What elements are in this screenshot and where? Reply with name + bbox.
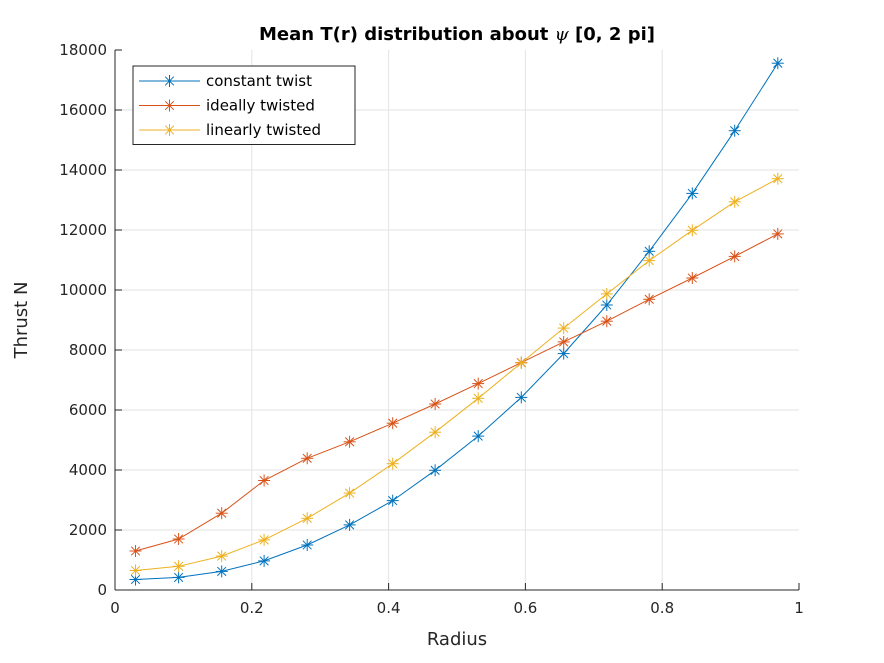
y-tick-label: 8000 — [69, 341, 107, 359]
data-point — [129, 564, 142, 577]
data-point — [172, 571, 185, 584]
legend-item: constant twist — [139, 72, 312, 90]
chart-title-symbol: ψ — [555, 24, 570, 45]
data-point — [643, 254, 656, 267]
data-point — [686, 187, 699, 200]
legend-label: constant twist — [206, 72, 312, 90]
data-point — [429, 464, 442, 477]
legend-swatch-marker — [163, 75, 176, 87]
legend-item: linearly twisted — [139, 121, 321, 139]
data-point — [515, 356, 528, 369]
data-point — [472, 430, 485, 443]
data-point — [472, 392, 485, 405]
data-point — [343, 518, 356, 531]
data-point — [771, 227, 784, 240]
data-point — [686, 272, 699, 284]
series-constant-twist — [129, 57, 784, 586]
y-tick-label: 18000 — [59, 41, 107, 59]
legend-swatch-marker — [163, 99, 176, 112]
x-tick-label: 0.4 — [377, 599, 401, 617]
data-point — [686, 224, 699, 237]
data-point — [172, 560, 185, 573]
legend-swatch-marker — [163, 124, 176, 136]
y-tick-label: 2000 — [69, 521, 107, 539]
chart-title-suffix: [0, 2 pi] — [569, 24, 655, 45]
x-tick-label: 1 — [794, 599, 804, 617]
data-point — [472, 377, 485, 390]
tick-labels: 0 0.2 0.4 0.6 0.8 1 0 2000 4000 6000 8000 10000 1200… — [59, 41, 803, 617]
data-point — [557, 347, 570, 360]
y-tick-label: 16000 — [59, 101, 107, 119]
data-point — [258, 474, 271, 487]
data-point — [728, 250, 741, 263]
data-point — [600, 299, 613, 311]
data-point — [129, 545, 142, 557]
data-point — [771, 172, 784, 185]
y-tick-label: 4000 — [69, 461, 107, 479]
data-point — [301, 452, 314, 465]
data-point — [643, 293, 656, 306]
data-point — [728, 195, 741, 208]
data-point — [301, 539, 314, 551]
legend: constant twist ideally twisted linearly tw… — [132, 65, 356, 145]
series-layer — [129, 57, 784, 586]
series-line — [135, 178, 779, 571]
y-tick-label: 0 — [97, 581, 107, 599]
data-point — [386, 417, 399, 430]
data-point — [215, 565, 228, 578]
x-tick-label: 0.6 — [513, 599, 537, 617]
chart-title: Mean T(r) distribution about ψ [0, 2 pi] — [259, 24, 655, 45]
y-tick-label: 14000 — [59, 161, 107, 179]
x-axis-label: Radius — [427, 629, 487, 650]
data-point — [301, 512, 314, 525]
y-axis-label: Thrust N — [11, 282, 32, 360]
data-point — [515, 391, 528, 404]
chart-title-prefix: Mean T(r) distribution about — [259, 24, 555, 45]
y-tick-label: 10000 — [59, 281, 107, 299]
data-point — [429, 398, 442, 410]
data-point — [258, 533, 271, 546]
data-point — [600, 315, 613, 328]
y-tick-label: 12000 — [59, 221, 107, 239]
data-point — [728, 124, 741, 137]
data-point — [600, 287, 613, 300]
data-point — [386, 457, 399, 470]
series-linearly-twisted — [129, 172, 784, 577]
y-tick-label: 6000 — [69, 401, 107, 419]
data-point — [215, 550, 228, 563]
legend-item: ideally twisted — [139, 97, 315, 115]
data-point — [429, 426, 442, 439]
data-point — [258, 554, 271, 567]
series-line — [135, 233, 779, 552]
data-point — [386, 494, 399, 507]
data-point — [557, 322, 570, 335]
legend-label: ideally twisted — [206, 97, 315, 115]
legend-label: linearly twisted — [206, 121, 321, 139]
data-point — [771, 57, 784, 70]
grid — [115, 50, 799, 590]
x-tick-label: 0.2 — [240, 599, 264, 617]
axes — [114, 49, 800, 591]
data-point — [172, 533, 185, 545]
data-point — [557, 335, 570, 348]
x-tick-label: 0.8 — [650, 599, 674, 617]
data-point — [215, 507, 228, 520]
data-point — [343, 435, 356, 448]
x-tick-label: 0 — [110, 599, 120, 617]
data-point — [343, 487, 356, 500]
series-line — [135, 62, 779, 580]
